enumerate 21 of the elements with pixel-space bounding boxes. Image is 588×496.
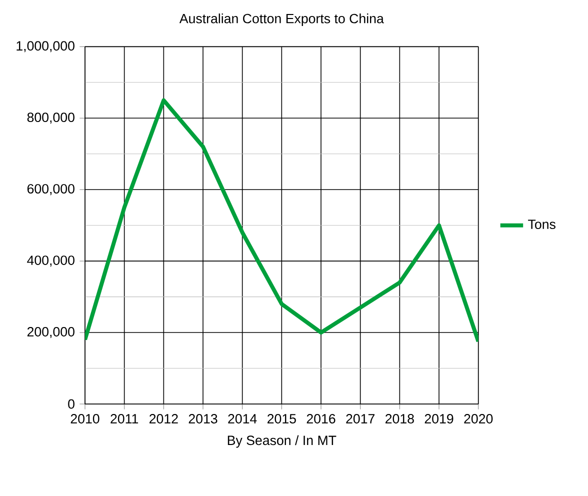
- x-tick-label: 2019: [424, 414, 454, 424]
- x-axis-title: By Season / In MT: [228, 435, 336, 448]
- x-tick-label: 2012: [150, 414, 178, 424]
- legend-label: Tons: [528, 220, 556, 230]
- y-tick-label: 1,000,000: [16, 41, 74, 52]
- x-tick-label: 2015: [268, 414, 296, 424]
- x-tick-label: 2016: [306, 414, 336, 424]
- x-tick-label: 2013: [188, 414, 218, 424]
- y-tick-label: 200,000: [27, 327, 74, 338]
- chart-title: Australian Cotton Exports to China: [179, 14, 384, 26]
- line-series: [85, 98, 478, 344]
- x-tick-label: 2014: [228, 414, 257, 424]
- x-tick-label: 2017: [346, 414, 375, 424]
- x-tick-label: 2011: [110, 414, 138, 424]
- x-tick-label: 2010: [70, 414, 100, 424]
- y-tick-label: 0: [68, 399, 74, 409]
- y-tick-label: 800,000: [27, 112, 74, 124]
- y-tick-label: 400,000: [27, 256, 74, 267]
- x-tick-label: 2020: [464, 414, 493, 424]
- y-tick-label: 600,000: [27, 184, 74, 196]
- x-tick-label: 2018: [386, 414, 414, 424]
